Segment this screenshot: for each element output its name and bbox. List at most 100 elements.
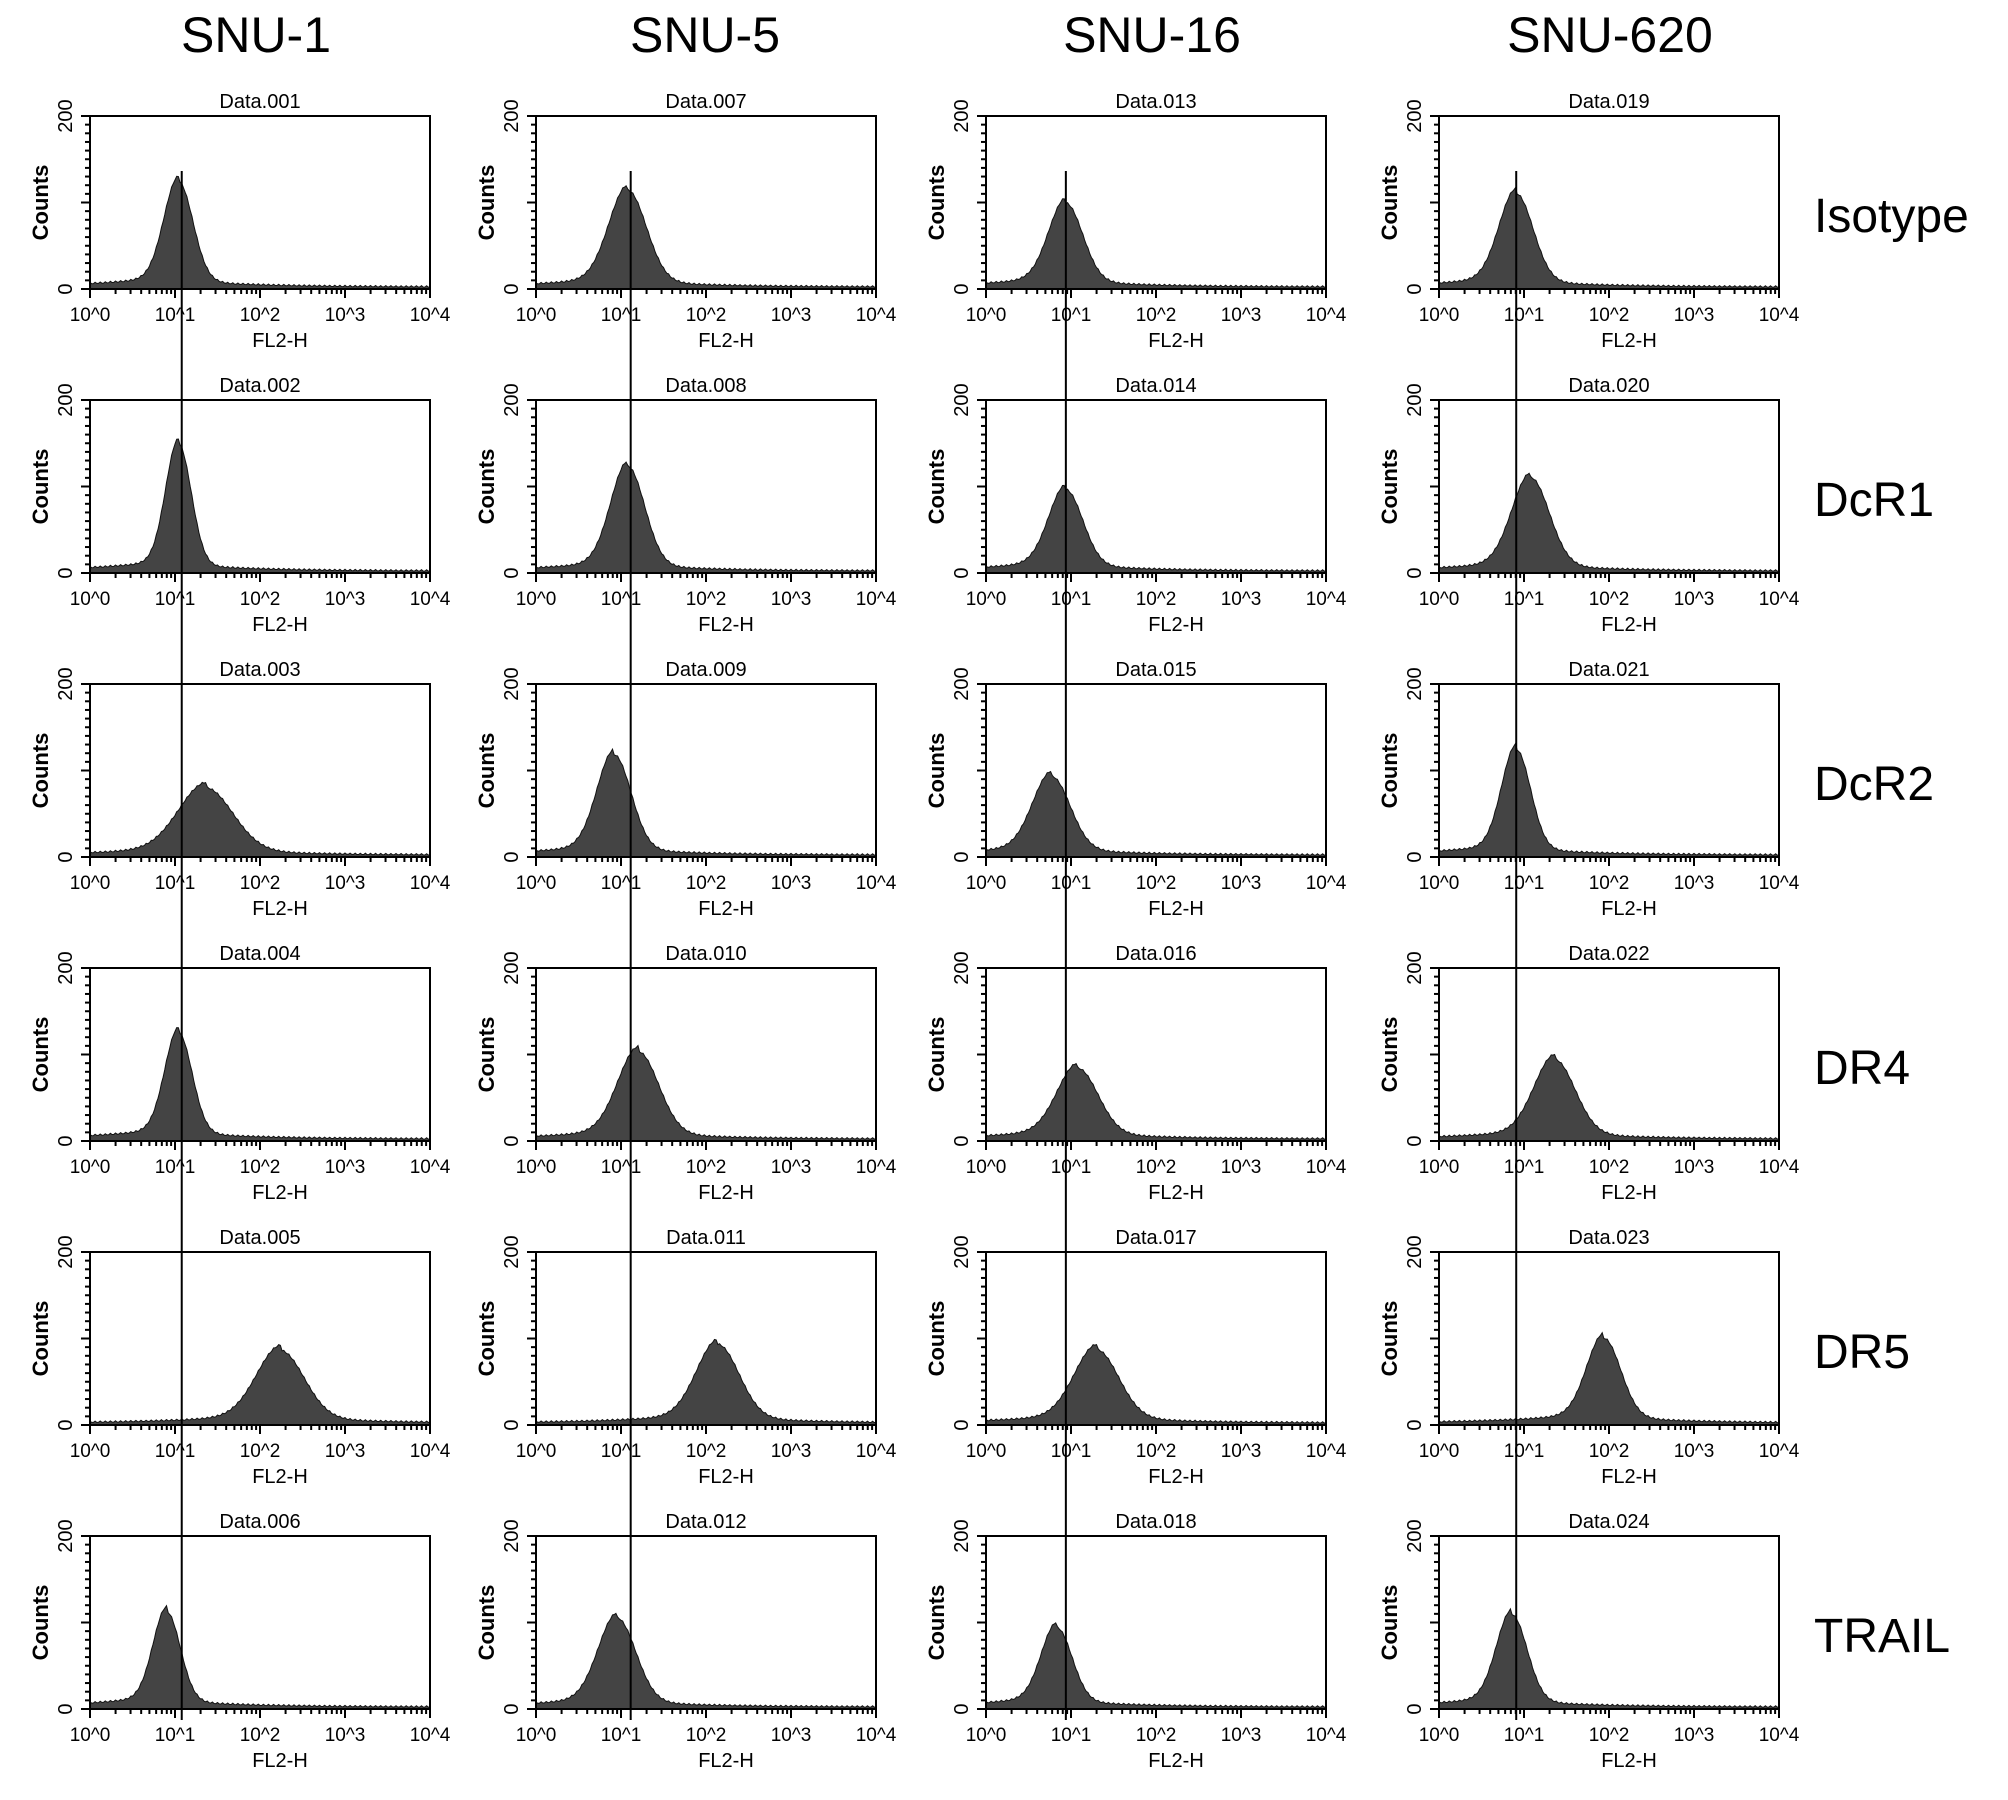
x-tick-label: 10^1 [1051, 305, 1092, 326]
plot-frame [535, 967, 877, 1142]
y-axis-label: Counts [924, 449, 949, 525]
x-tick-label: 10^1 [155, 1725, 196, 1746]
panel-title: Data.014 [1115, 375, 1196, 397]
x-tick-label: 10^4 [1759, 305, 1800, 326]
y-axis-label: Counts [1377, 733, 1402, 809]
plot-frame [985, 1251, 1327, 1426]
plot-frame [89, 683, 431, 858]
x-axis-label: FL2-H [1148, 330, 1204, 352]
x-tick-label: 10^3 [325, 589, 366, 610]
panel-title: Data.018 [1115, 1511, 1196, 1533]
x-axis-label: FL2-H [252, 1182, 308, 1204]
x-tick-label: 10^2 [240, 1725, 281, 1746]
x-axis-label: FL2-H [1148, 898, 1204, 920]
x-tick-label: 10^3 [771, 589, 812, 610]
panel-title: Data.010 [665, 943, 746, 965]
histogram-panel: Data.019 10^0 10^1 10^2 10^3 10^4 FL2-H 0 200 Cou… [1377, 91, 1800, 352]
y-axis-label: Counts [1377, 165, 1402, 241]
histogram-area [535, 461, 877, 574]
histogram-area [1438, 1053, 1780, 1142]
y-tick-label: 200 [501, 951, 523, 984]
x-tick-label: 10^2 [240, 589, 281, 610]
x-tick-label: 10^4 [1306, 1441, 1347, 1462]
x-tick-label: 10^4 [410, 873, 451, 894]
y-tick-label: 200 [55, 1519, 77, 1552]
panel-title: Data.004 [219, 943, 300, 965]
x-tick-label: 10^3 [325, 873, 366, 894]
x-tick-label: 10^4 [1759, 873, 1800, 894]
column-headers: SNU-1 SNU-5 SNU-16 SNU-620 [181, 7, 1713, 63]
plot-frame [89, 399, 431, 574]
x-tick-label: 10^0 [966, 1725, 1007, 1746]
y-axis-label: Counts [28, 1301, 53, 1377]
x-tick-label: 10^4 [1306, 305, 1347, 326]
y-tick-label: 200 [501, 99, 523, 132]
x-tick-label: 10^0 [516, 305, 557, 326]
plot-frame [89, 967, 431, 1142]
histogram-panel: Data.017 10^0 10^1 10^2 10^3 10^4 FL2-H 0 200 Cou… [924, 1227, 1347, 1488]
x-tick-label: 10^1 [1051, 589, 1092, 610]
y-axis-label: Counts [1377, 1017, 1402, 1093]
x-tick-label: 10^0 [966, 1441, 1007, 1462]
x-tick-label: 10^4 [1306, 873, 1347, 894]
y-axis-label: Counts [1377, 1585, 1402, 1661]
panel-title: Data.011 [666, 1227, 746, 1249]
x-tick-label: 10^2 [1136, 873, 1177, 894]
y-axis-label: Counts [474, 165, 499, 241]
x-tick-label: 10^3 [1221, 1725, 1262, 1746]
histogram-area [985, 1343, 1327, 1426]
x-tick-label: 10^3 [1674, 1157, 1715, 1178]
histogram-panel: Data.024 10^0 10^1 10^2 10^3 10^4 FL2-H 0 200 Cou… [1377, 1511, 1800, 1772]
y-tick-label: 200 [951, 1519, 973, 1552]
x-tick-label: 10^1 [601, 1725, 642, 1746]
x-axis-label: FL2-H [698, 1466, 754, 1488]
y-tick-label: 0 [55, 567, 77, 578]
panel-title: Data.020 [1568, 375, 1649, 397]
y-tick-label: 0 [55, 1419, 77, 1430]
panel-title: Data.015 [1115, 659, 1196, 681]
x-tick-label: 10^3 [771, 1441, 812, 1462]
x-tick-label: 10^1 [155, 873, 196, 894]
y-tick-label: 200 [951, 951, 973, 984]
x-tick-label: 10^2 [686, 1725, 727, 1746]
y-tick-label: 200 [1404, 1519, 1426, 1552]
x-axis-label: FL2-H [1601, 1182, 1657, 1204]
histogram-area [985, 198, 1327, 290]
x-tick-label: 10^4 [1306, 1157, 1347, 1178]
x-tick-label: 10^4 [1306, 589, 1347, 610]
histogram-panel: Data.015 10^0 10^1 10^2 10^3 10^4 FL2-H 0 200 Cou… [924, 659, 1347, 920]
y-tick-label: 0 [501, 1135, 523, 1146]
x-axis-label: FL2-H [252, 1466, 308, 1488]
x-tick-label: 10^2 [686, 873, 727, 894]
y-axis-label: Counts [1377, 1301, 1402, 1377]
x-tick-label: 10^1 [1504, 1441, 1545, 1462]
y-tick-label: 200 [501, 667, 523, 700]
x-tick-label: 10^4 [410, 1441, 451, 1462]
y-tick-label: 0 [501, 567, 523, 578]
histogram-panel: Data.021 10^0 10^1 10^2 10^3 10^4 FL2-H 0 200 Cou… [1377, 659, 1800, 920]
histogram-panel: Data.016 10^0 10^1 10^2 10^3 10^4 FL2-H 0 200 Cou… [924, 943, 1347, 1204]
y-tick-label: 200 [951, 99, 973, 132]
x-axis-label: FL2-H [1601, 1466, 1657, 1488]
y-tick-label: 200 [55, 99, 77, 132]
x-tick-label: 10^4 [856, 1725, 897, 1746]
x-axis-label: FL2-H [698, 330, 754, 352]
x-tick-label: 10^1 [1051, 1157, 1092, 1178]
x-tick-label: 10^3 [771, 1725, 812, 1746]
histogram-panel: Data.023 10^0 10^1 10^2 10^3 10^4 FL2-H 0 200 Cou… [1377, 1227, 1800, 1488]
histogram-area [89, 438, 431, 574]
panel-title: Data.005 [219, 1227, 300, 1249]
y-tick-label: 0 [951, 851, 973, 862]
y-tick-label: 0 [1404, 283, 1426, 294]
y-axis-label: Counts [28, 733, 53, 809]
histogram-panel: Data.006 10^0 10^1 10^2 10^3 10^4 FL2-H 0 200 Cou… [28, 1511, 451, 1772]
y-tick-label: 0 [1404, 1135, 1426, 1146]
panel-title: Data.024 [1568, 1511, 1649, 1533]
histogram-panel: Data.013 10^0 10^1 10^2 10^3 10^4 FL2-H 0 200 Cou… [924, 91, 1347, 352]
row-label: Isotype [1814, 190, 1969, 243]
x-tick-label: 10^3 [1221, 305, 1262, 326]
histogram-area [985, 770, 1327, 858]
histogram-area [89, 781, 431, 858]
panel-title: Data.012 [665, 1511, 746, 1533]
x-axis-label: FL2-H [698, 614, 754, 636]
